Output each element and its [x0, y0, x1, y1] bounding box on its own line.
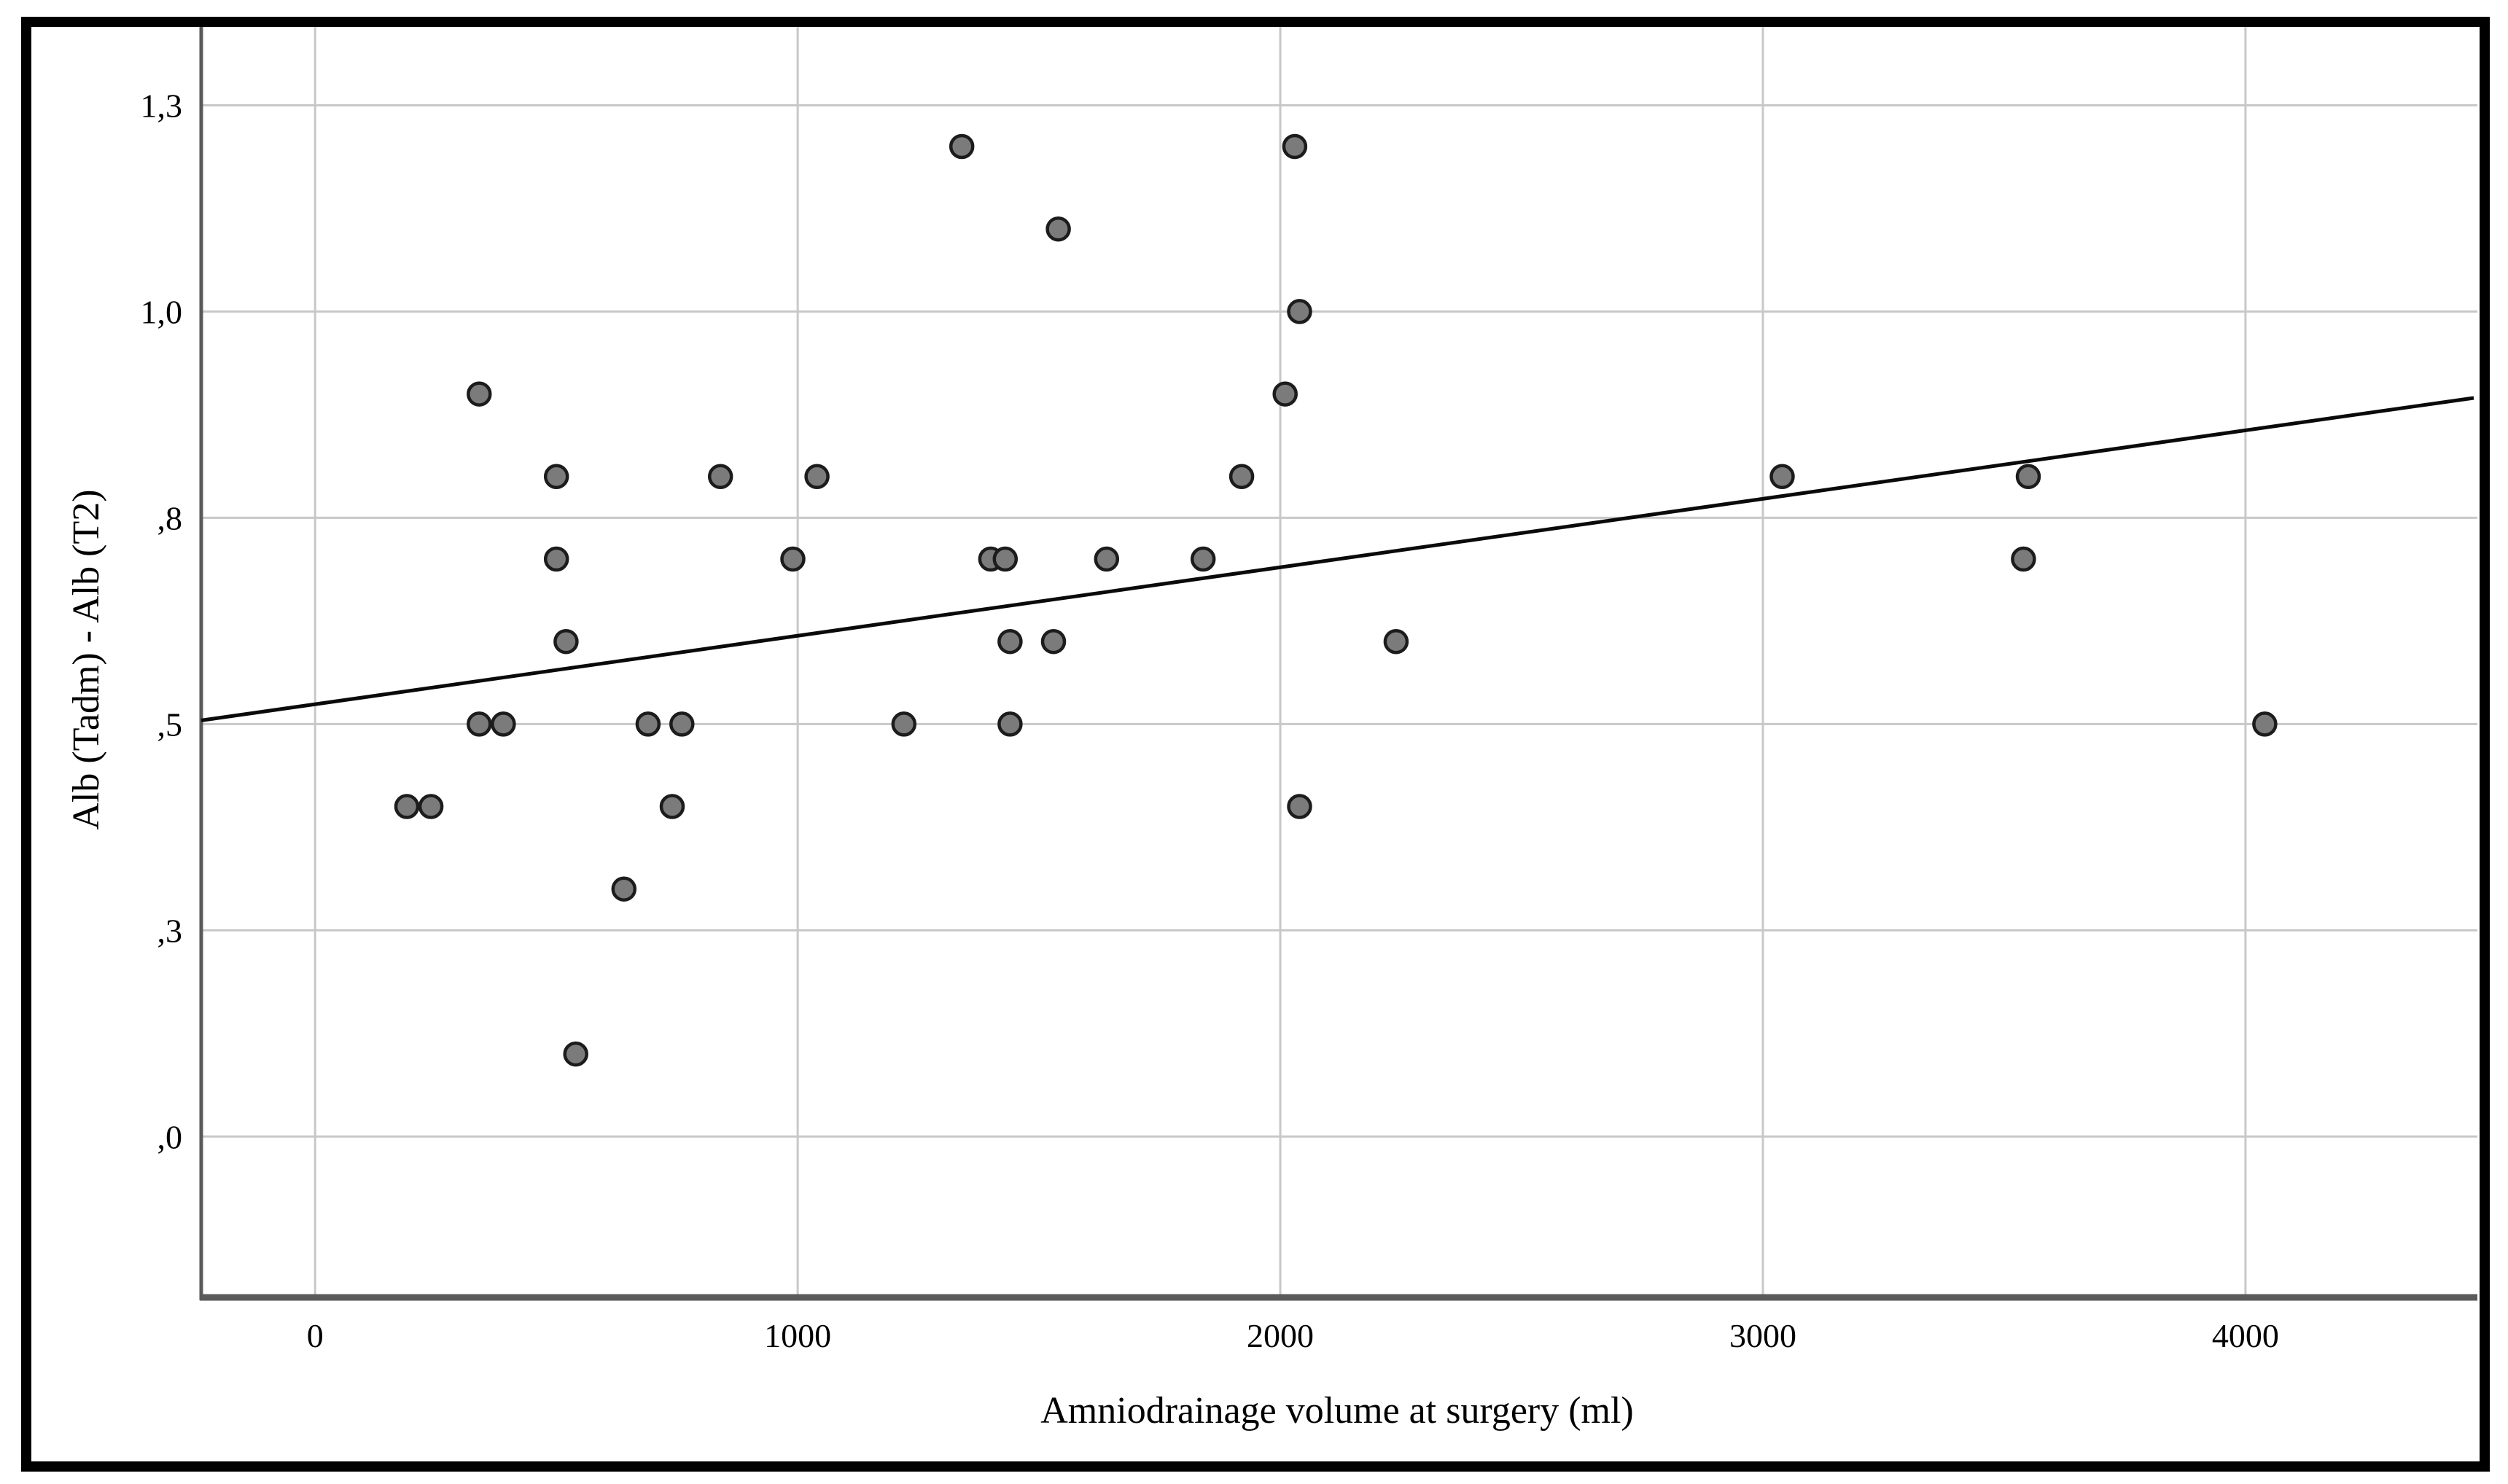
data-point [707, 464, 733, 490]
y-tick-label: ,0 [157, 1118, 183, 1155]
data-point [394, 794, 420, 819]
regression-line [200, 396, 2474, 722]
data-point [543, 464, 569, 490]
data-point [1190, 546, 1216, 572]
x-tick-label: 1000 [764, 1317, 831, 1354]
data-point [1228, 464, 1255, 490]
x-axis-title: Amniodrainage volume at surgery (ml) [1040, 1390, 1634, 1432]
data-point [1094, 546, 1120, 572]
y-tick-label: ,8 [157, 499, 183, 536]
data-point [467, 711, 492, 737]
data-point [997, 711, 1023, 737]
data-point [1272, 381, 1298, 407]
data-point [2011, 546, 2036, 572]
data-point [635, 711, 661, 737]
x-tick-label: 3000 [1729, 1317, 1796, 1354]
data-point [563, 1041, 588, 1067]
data-point [491, 711, 516, 737]
data-point [553, 628, 579, 655]
data-point [1287, 794, 1312, 819]
data-point [543, 546, 569, 572]
data-point [2252, 711, 2278, 737]
y-tick-label: 1,0 [141, 293, 183, 330]
figure-border [21, 17, 2490, 1472]
x-tick-label: 0 [307, 1317, 324, 1354]
data-point [2015, 464, 2041, 490]
y-tick-label: ,5 [157, 706, 183, 743]
data-point [992, 546, 1019, 572]
data-point [659, 794, 685, 819]
x-tick-label: 4000 [2212, 1317, 2279, 1354]
data-point [1045, 216, 1071, 242]
y-tick-label: ,3 [157, 912, 183, 949]
data-point [418, 794, 444, 819]
data-point [804, 464, 830, 490]
data-point [1287, 299, 1312, 324]
data-point [467, 381, 492, 407]
data-point [891, 711, 917, 737]
data-point [1383, 628, 1409, 655]
data-point [611, 876, 637, 902]
data-point [669, 711, 695, 737]
x-tick-label: 2000 [1247, 1317, 1314, 1354]
data-point [1769, 464, 1795, 490]
y-axis-title: Alb (Tadm) - Alb (T2) [66, 489, 107, 829]
data-point [780, 546, 806, 572]
data-point [1040, 628, 1067, 655]
data-point [1282, 133, 1308, 160]
data-point [949, 133, 975, 160]
data-point [997, 628, 1023, 655]
y-tick-label: 1,3 [141, 87, 183, 124]
